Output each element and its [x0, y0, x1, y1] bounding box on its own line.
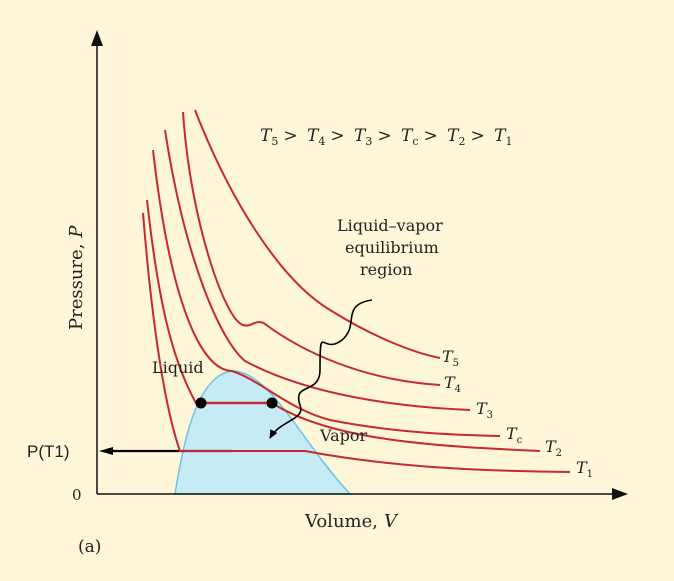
pressure-tick-label: P(T1) — [27, 442, 70, 461]
region-label-line3: region — [360, 260, 412, 279]
vapor-label: Vapor — [319, 426, 368, 445]
panel-label: (a) — [78, 537, 101, 557]
pressure-tick-arrowhead — [99, 447, 113, 455]
isotherm-label-t5: T5 — [442, 347, 459, 369]
isotherm-label-t3: T3 — [476, 399, 493, 421]
liquid-label: Liquid — [152, 358, 204, 377]
isotherm-label-tc: Tc — [506, 424, 523, 446]
region-label-line1: Liquid–vapor — [337, 216, 443, 235]
isotherm-label-t2: T2 — [545, 437, 562, 459]
isotherm-label-t1: T1 — [576, 458, 593, 480]
x-axis-label: Volume, V — [304, 511, 399, 532]
region-label-line2: equilibrium — [345, 238, 439, 257]
y-axis-label: Pressure,P — [66, 225, 87, 330]
region-pointer-arrow — [269, 299, 373, 439]
isotherm-t3 — [164, 129, 471, 411]
x-axis-arrowhead — [612, 488, 628, 500]
origin-label: 0 — [72, 486, 82, 504]
isotherm-label-t4: T4 — [444, 373, 461, 395]
y-axis-arrowhead — [91, 30, 103, 46]
isotherm-t4 — [182, 111, 441, 386]
saturated-liquid-point — [195, 397, 207, 409]
isotherm-t5 — [194, 109, 441, 359]
isotherm-tc — [152, 149, 501, 437]
temperature-ordering: T5 > T4 > T3 > Tc > T2 > T1 — [260, 126, 513, 148]
isotherm-t1 — [142, 212, 571, 473]
saturated-vapor-point — [266, 397, 278, 409]
